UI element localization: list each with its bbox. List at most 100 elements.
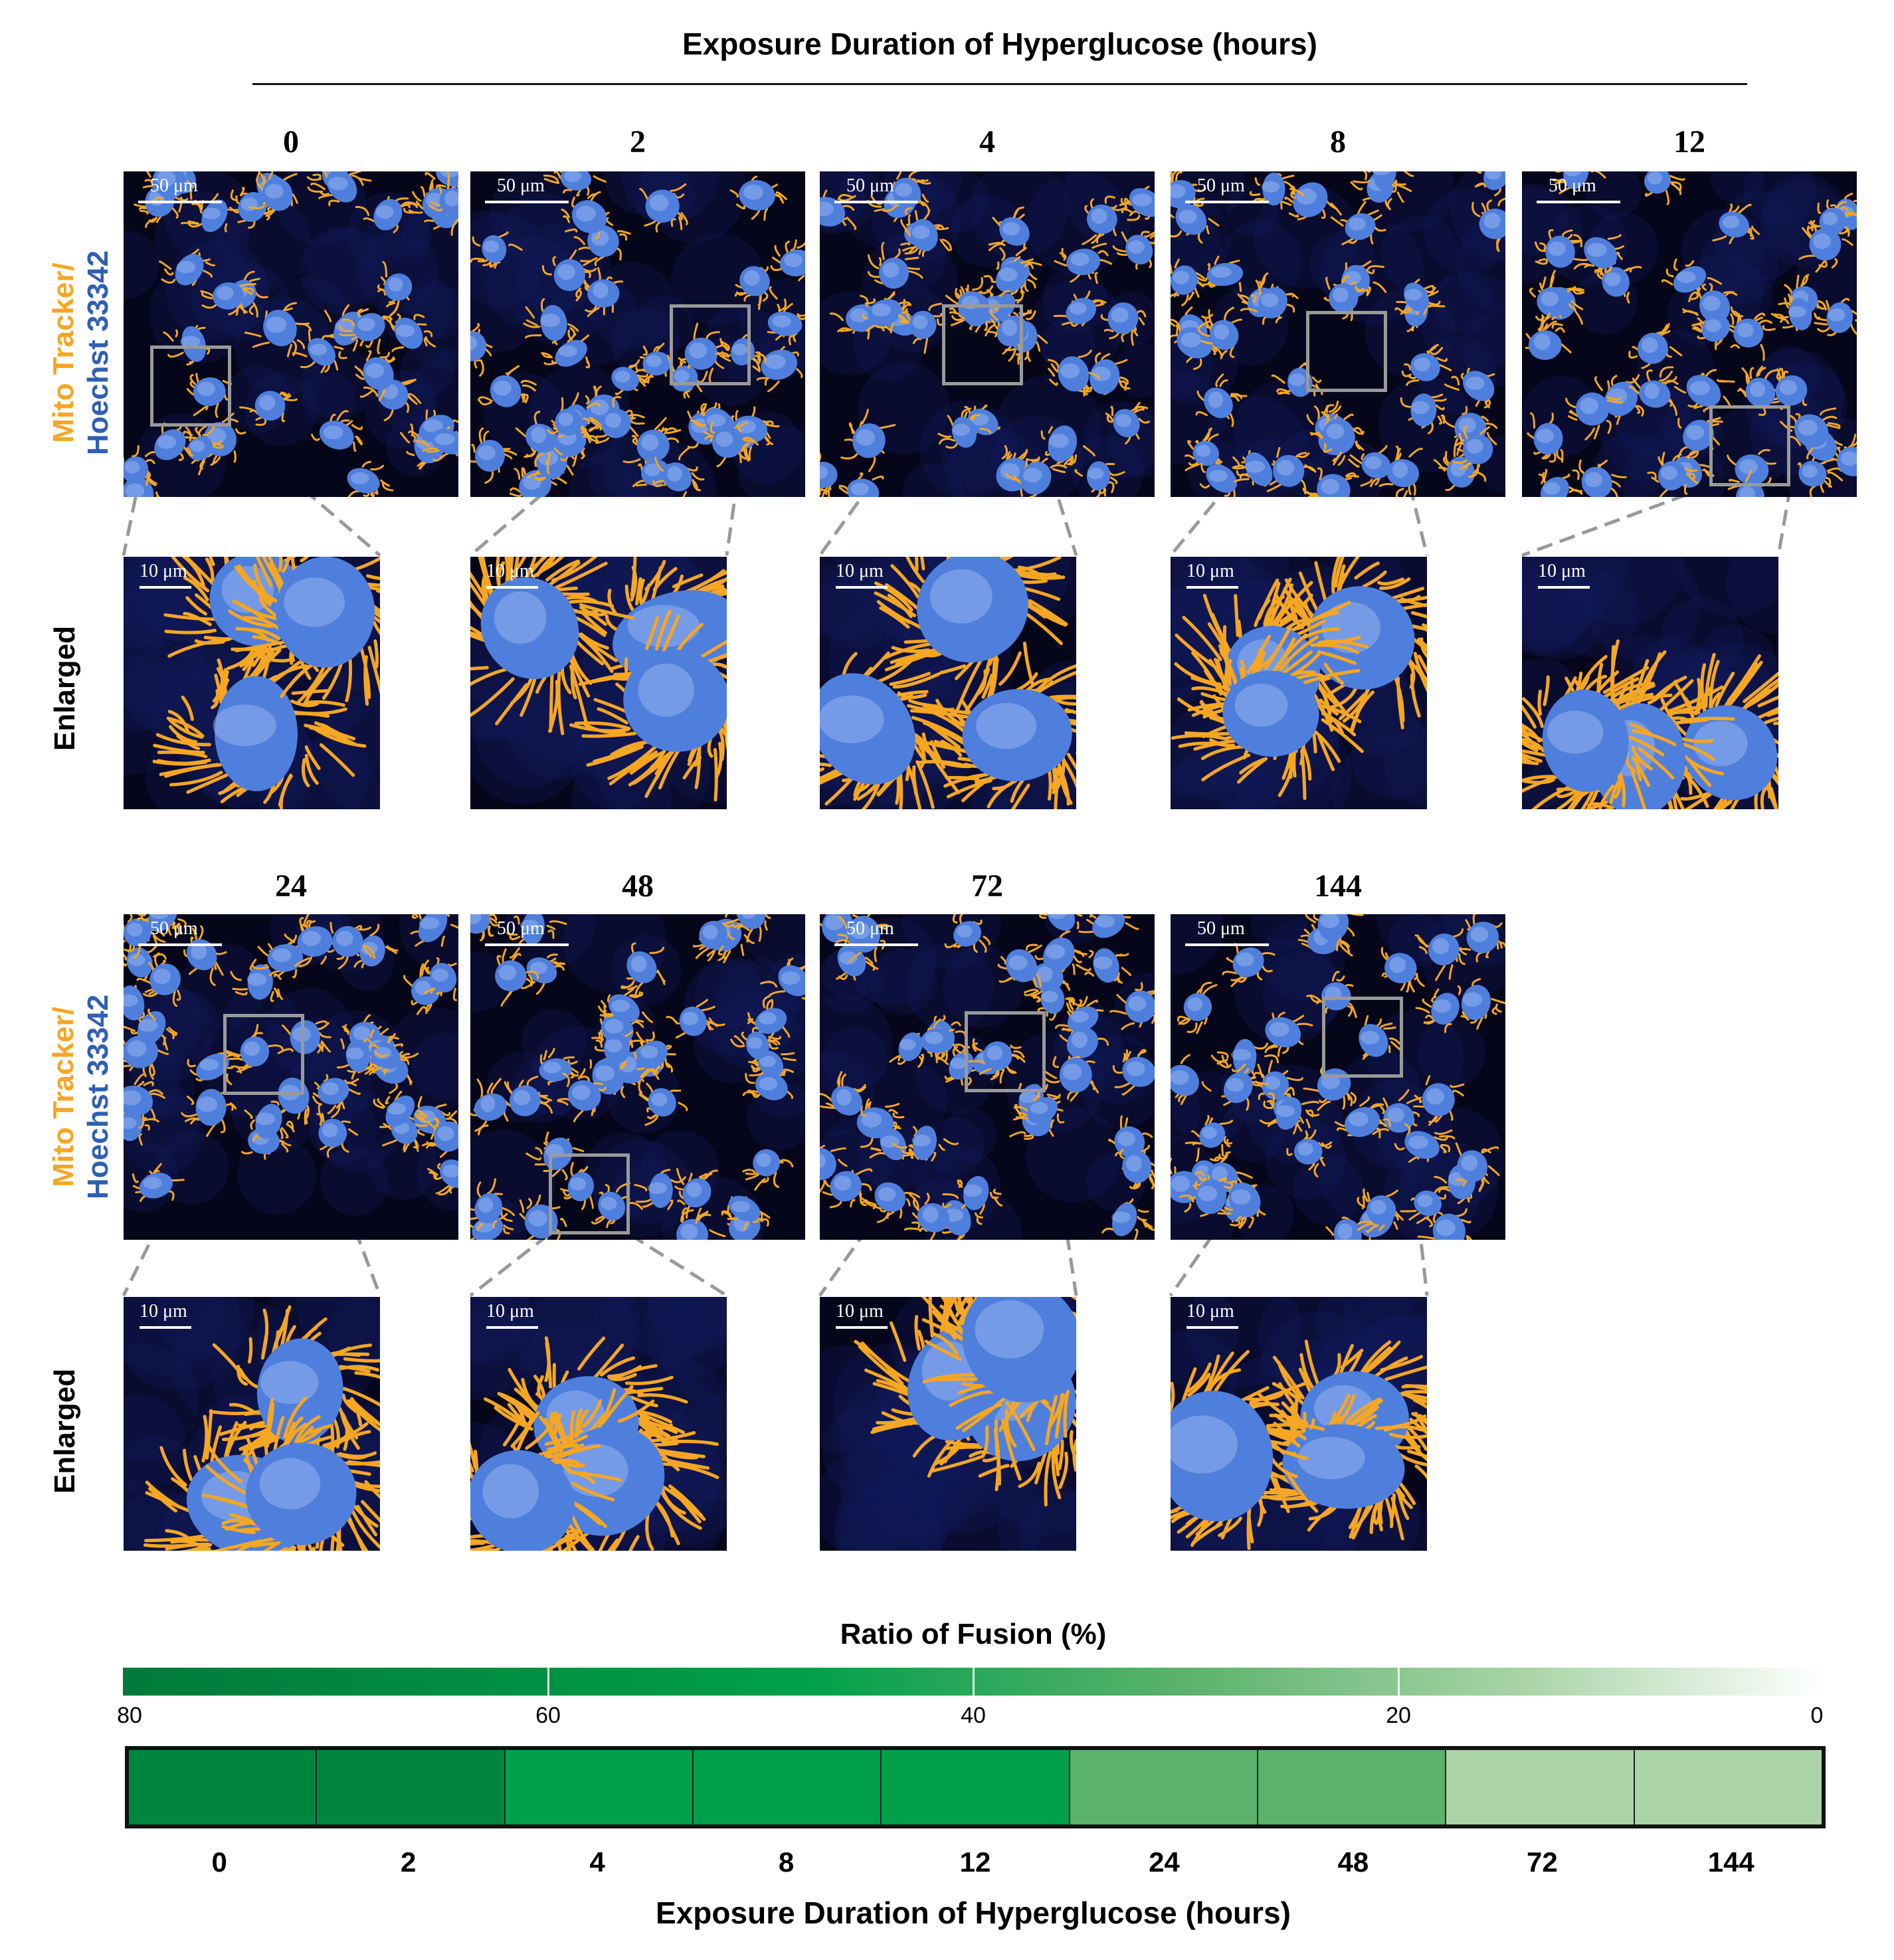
connector-right xyxy=(628,1232,728,1298)
scale-bar-label: 10 μm xyxy=(1186,1301,1234,1322)
colorbar-tick-mark xyxy=(1398,1668,1400,1696)
enlarged-panel-48h: 10 μm xyxy=(470,1297,727,1551)
hour-label-4: 4 xyxy=(979,124,995,159)
scale-bar xyxy=(1185,943,1269,946)
micrograph-image xyxy=(470,171,805,497)
micrograph-image xyxy=(1171,1297,1427,1551)
hour-label-48: 48 xyxy=(622,868,654,904)
micrograph-panel-48h: 50 μm xyxy=(470,914,805,1240)
zoom-region-box xyxy=(223,1014,304,1095)
scale-bar xyxy=(834,201,918,203)
scale-bar-label: 50 μm xyxy=(150,918,198,939)
scale-bar-label: 10 μm xyxy=(836,561,884,581)
enlarged-panel-12h: 10 μm xyxy=(1522,557,1778,809)
micrograph-panel-72h: 50 μm xyxy=(820,914,1155,1240)
connector-left xyxy=(469,1233,550,1297)
scale-bar xyxy=(1538,586,1590,589)
scale-bar-label: 50 μm xyxy=(846,175,894,196)
enlarged-panel-2h: 10 μm xyxy=(470,557,727,809)
scale-bar xyxy=(486,586,538,589)
scale-bar xyxy=(836,1326,888,1329)
heat-label-8: 8 xyxy=(778,1846,795,1878)
colorbar-tick-label: 20 xyxy=(1386,1703,1411,1728)
scale-bar xyxy=(1186,586,1238,589)
zoom-region-box xyxy=(549,1153,630,1234)
micrograph-image xyxy=(820,1297,1076,1551)
enlarged-panel-0h: 10 μm xyxy=(124,557,380,809)
heat-cell-0 xyxy=(129,1750,318,1824)
colorbar-tick-mark xyxy=(973,1668,975,1696)
scale-bar xyxy=(138,201,222,203)
micrograph-image xyxy=(124,1297,380,1551)
scale-bar xyxy=(485,201,569,203)
micrograph-image xyxy=(1522,557,1778,809)
heat-label-12: 12 xyxy=(959,1846,991,1878)
heat-label-4: 4 xyxy=(589,1846,605,1878)
micrograph-image xyxy=(470,914,805,1240)
scale-bar-label: 10 μm xyxy=(140,1301,187,1322)
stain-label-mito: Mito Tracker/ xyxy=(47,262,80,443)
micrograph-panel-8h: 50 μm xyxy=(1171,171,1505,497)
scale-bar-label: 50 μm xyxy=(497,918,545,939)
scale-bar xyxy=(140,1326,191,1329)
heat-cell-2 xyxy=(317,1750,506,1824)
heat-cell-144 xyxy=(1634,1750,1822,1824)
micrograph-image xyxy=(1171,914,1505,1240)
micrograph-image xyxy=(1171,557,1427,809)
hour-label-144: 144 xyxy=(1314,868,1362,904)
enlarged-panel-8h: 10 μm xyxy=(1171,557,1427,809)
enlarged-panel-72h: 10 μm xyxy=(820,1297,1076,1551)
micrograph-image xyxy=(1522,171,1857,497)
stain-label-hoechst: Hoechst 33342 xyxy=(82,994,114,1200)
scale-bar xyxy=(834,943,918,946)
hour-label-24: 24 xyxy=(275,868,307,904)
enlarged-panel-4h: 10 μm xyxy=(820,557,1076,809)
enlarged-panel-144h: 10 μm xyxy=(1171,1297,1427,1551)
scale-bar-label: 50 μm xyxy=(150,175,198,196)
heat-label-144: 144 xyxy=(1707,1846,1754,1878)
micrograph-panel-0h: 50 μm xyxy=(124,171,458,497)
zoom-region-box xyxy=(965,1011,1046,1092)
hour-label-72: 72 xyxy=(971,868,1003,904)
stain-label-row2: Mito Tracker/ Hoechst 33342 xyxy=(47,964,120,1230)
enlarged-label-row1: Enlarged xyxy=(48,625,81,751)
scale-bar-label: 10 μm xyxy=(1186,561,1234,581)
scale-bar-label: 10 μm xyxy=(140,561,187,581)
scale-bar-label: 10 μm xyxy=(486,1301,534,1322)
hour-label-2: 2 xyxy=(630,124,646,159)
top-divider xyxy=(252,83,1747,85)
micrograph-panel-12h: 50 μm xyxy=(1522,171,1857,497)
micrograph-image xyxy=(470,557,727,809)
heat-label-2: 2 xyxy=(400,1846,417,1878)
micrograph-image xyxy=(820,557,1076,809)
zoom-region-box xyxy=(1306,311,1387,392)
heat-label-72: 72 xyxy=(1526,1846,1558,1878)
hour-label-12: 12 xyxy=(1673,124,1705,159)
scale-bar-label: 10 μm xyxy=(836,1301,884,1322)
stain-label-row1: Mito Tracker/ Hoechst 33342 xyxy=(47,220,120,486)
hour-label-0: 0 xyxy=(283,124,299,159)
micrograph-panel-24h: 50 μm xyxy=(124,914,458,1240)
zoom-region-box xyxy=(942,304,1023,385)
scale-bar xyxy=(1186,1326,1238,1329)
top-title: Exposure Duration of Hyperglucose (hours… xyxy=(682,27,1317,61)
micrograph-panel-144h: 50 μm xyxy=(1171,914,1505,1240)
stain-label-hoechst: Hoechst 33342 xyxy=(82,250,114,456)
colorbar-tick-label: 40 xyxy=(961,1703,986,1728)
scale-bar xyxy=(836,586,888,589)
micrograph-image xyxy=(820,171,1155,497)
scale-bar xyxy=(140,586,191,589)
scale-bar xyxy=(1537,201,1620,203)
heat-cell-12 xyxy=(882,1750,1070,1824)
fusion-heat-row xyxy=(125,1746,1826,1828)
micrograph-image xyxy=(820,914,1155,1240)
scale-bar xyxy=(485,943,569,946)
scale-bar xyxy=(1185,201,1269,203)
scale-bar xyxy=(486,1326,538,1329)
micrograph-panel-4h: 50 μm xyxy=(820,171,1155,497)
heat-cell-48 xyxy=(1258,1750,1447,1824)
zoom-region-box xyxy=(1709,405,1790,486)
scale-bar-label: 50 μm xyxy=(1197,175,1245,196)
zoom-region-box xyxy=(670,304,751,385)
